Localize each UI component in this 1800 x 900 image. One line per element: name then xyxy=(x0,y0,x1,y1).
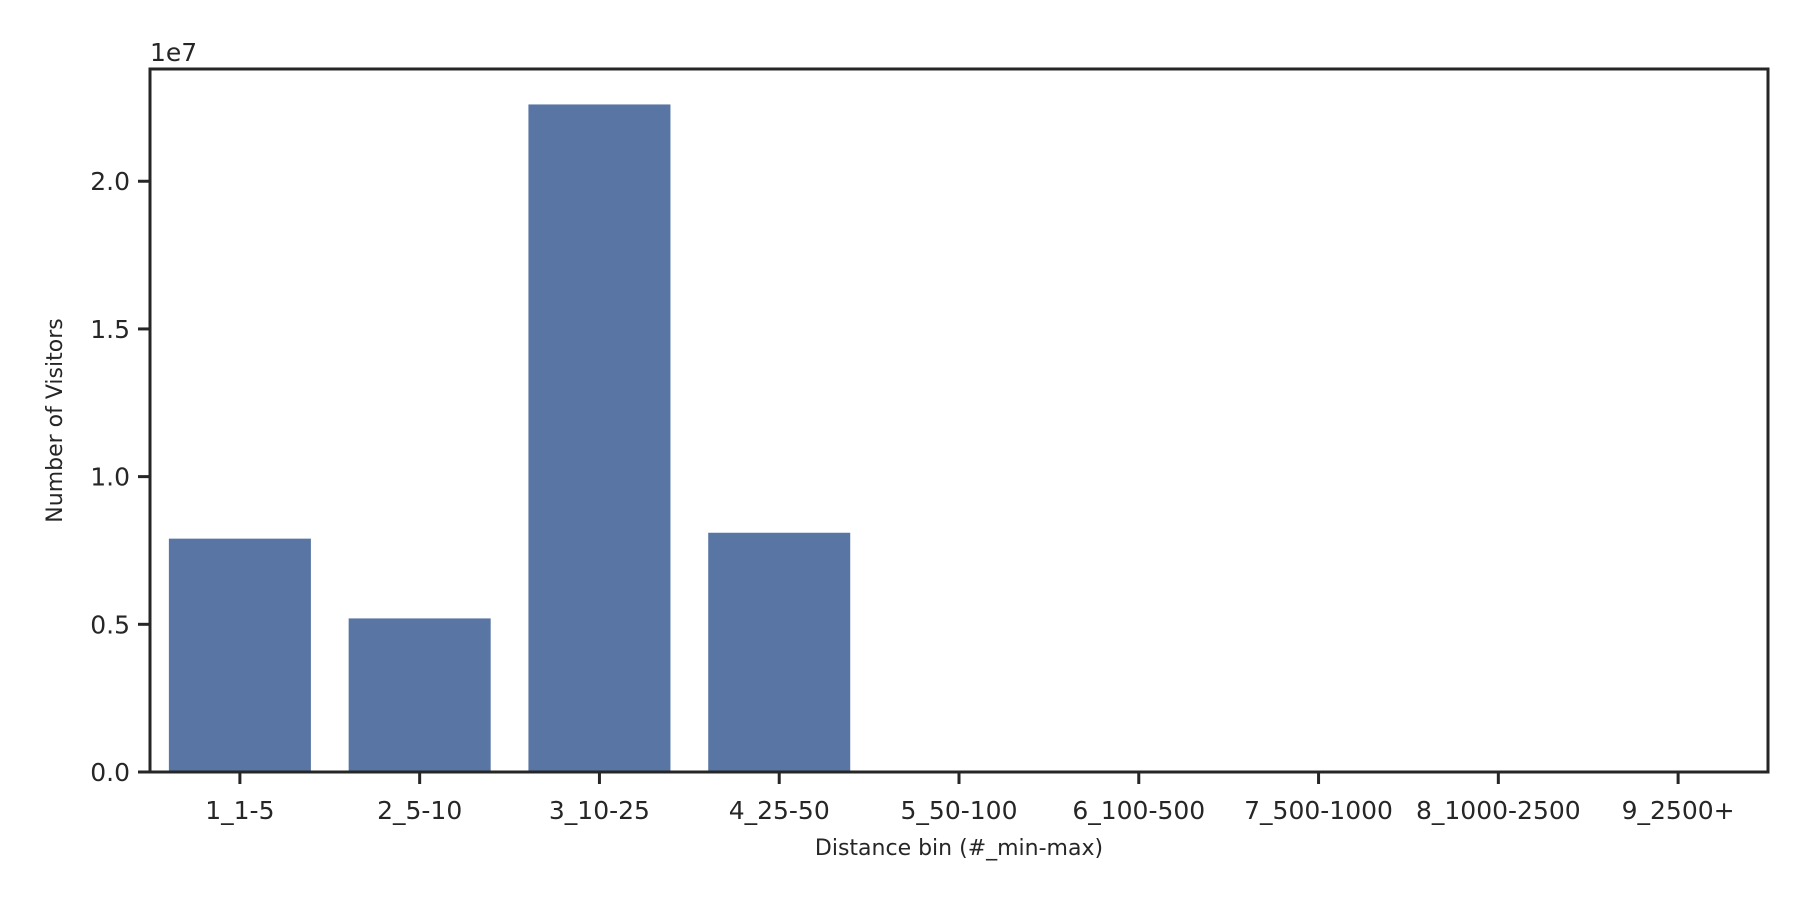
x-tick-label: 9_2500+ xyxy=(1622,796,1735,825)
x-tick-label: 8_1000-2500 xyxy=(1416,796,1581,825)
y-axis-label: Number of Visitors xyxy=(43,318,68,522)
y-tick-label: 0.5 xyxy=(90,610,130,639)
bar-2_5-10 xyxy=(348,618,491,772)
bar-1_1-5 xyxy=(168,538,311,772)
x-tick-label: 2_5-10 xyxy=(377,796,462,825)
x-tick-label: 3_10-25 xyxy=(549,796,650,825)
x-tick-label: 1_1-5 xyxy=(205,796,274,825)
bar-3_10-25 xyxy=(528,104,671,773)
y-tick-label: 2.0 xyxy=(90,167,130,196)
y-tick-label: 1.0 xyxy=(90,463,130,492)
y-axis-ticks: 0.0 0.5 1.0 1.5 2.0 xyxy=(90,167,150,787)
x-tick-label: 5_50-100 xyxy=(901,796,1018,825)
x-axis-label: Distance bin (#_min-max) xyxy=(815,836,1103,861)
x-axis-ticks: 1_1-5 2_5-10 3_10-25 4_25-50 5_50-100 6_100-5… xyxy=(205,772,1735,825)
bar-4_25-50 xyxy=(708,532,851,772)
x-tick-label: 4_25-50 xyxy=(729,796,830,825)
x-tick-label: 7_500-1000 xyxy=(1244,796,1393,825)
y-tick-label: 0.0 xyxy=(90,758,130,787)
bars-group xyxy=(168,104,851,773)
x-tick-label: 6_100-500 xyxy=(1072,796,1205,825)
y-tick-label: 1.5 xyxy=(90,315,130,344)
y-axis-offset-label: 1e7 xyxy=(150,38,197,67)
